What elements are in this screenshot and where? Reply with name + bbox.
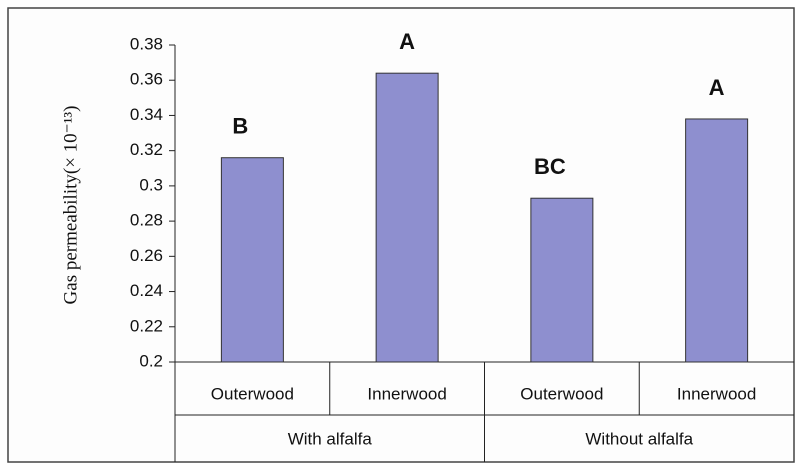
y-tick-label: 0.2: [139, 351, 163, 370]
y-axis-label: Gas permeability(× 10⁻¹³): [60, 106, 81, 305]
bar: [530, 197, 594, 363]
annotation: A: [709, 75, 725, 100]
x-tick-label: Outerwood: [520, 384, 603, 403]
y-tick-label: 0.32: [130, 140, 163, 159]
annotation: B: [232, 114, 248, 139]
bar: [685, 118, 749, 363]
y-tick-label: 0.28: [130, 211, 163, 230]
y-tick-label: 0.24: [130, 281, 163, 300]
bar: [220, 157, 284, 363]
annotation: A: [399, 29, 415, 54]
y-tick-label: 0.38: [130, 34, 163, 53]
x-tick-label: Innerwood: [677, 384, 756, 403]
group-label: Without alfalfa: [585, 429, 693, 448]
y-tick-label: 0.34: [130, 105, 163, 124]
x-tick-label: Innerwood: [367, 384, 446, 403]
y-tick-label: 0.3: [139, 175, 163, 194]
group-label: With alfalfa: [288, 429, 373, 448]
bar: [375, 72, 439, 363]
y-tick-label: 0.22: [130, 316, 163, 335]
y-tick-label: 0.26: [130, 246, 163, 265]
y-tick-label: 0.36: [130, 70, 163, 89]
x-tick-label: Outerwood: [211, 384, 294, 403]
annotation: BC: [534, 154, 566, 179]
